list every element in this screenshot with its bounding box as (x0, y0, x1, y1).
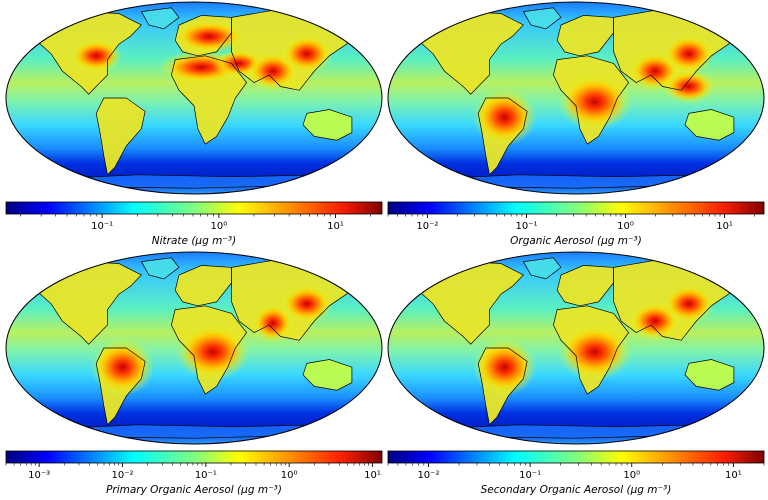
colorbar-tick-label: 10⁻¹ (195, 470, 217, 481)
coastline-north-america (410, 11, 524, 95)
colorbar-nitrate: 10⁻¹ 10⁰ 10¹ Nitrate (μg m⁻³) (5, 201, 383, 247)
coastline-greenland (522, 7, 562, 30)
land-haze-europe (175, 265, 232, 306)
hotspot (482, 348, 528, 387)
colorbar-tick-label: 10⁰ (617, 221, 634, 232)
coastline-south-america (95, 347, 146, 426)
hotspot (100, 348, 146, 387)
hotspot (670, 40, 708, 68)
colorbar-primary-organic-aerosol: 10⁻³ 10⁻² 10⁻¹ 10⁰ 10¹ Primary Organic Aeroso… (5, 450, 383, 496)
coastline-australia (684, 359, 735, 391)
coastline-south-america (477, 347, 528, 426)
land-haze-europe (557, 265, 614, 306)
land-haze-europe (557, 15, 614, 56)
colorbar-label: Organic Aerosol (μg m⁻³) (510, 235, 642, 247)
hotspot (482, 98, 528, 137)
colorbar-tick-label: 10¹ (364, 470, 381, 481)
land-haze-south-america (96, 98, 146, 175)
colorbar-tick-label: 10¹ (725, 470, 742, 481)
hotspot (182, 25, 236, 49)
land-fill-australia (685, 359, 734, 391)
coastline-greenland (140, 257, 180, 280)
land-fill-australia (303, 109, 352, 141)
hotspot (568, 332, 622, 372)
coastline-europe (174, 265, 232, 307)
coastline-greenland (522, 257, 562, 280)
map-field (6, 2, 382, 194)
land-fill-greenland (523, 7, 561, 29)
land-fill-antarctica (433, 424, 719, 439)
coastline-europe (556, 265, 614, 307)
colorbar-tick-label: 10⁻² (111, 470, 133, 481)
hotspot (288, 290, 326, 318)
land-fill-greenland (141, 7, 179, 29)
colorbar-gradient (5, 450, 383, 464)
colorbar-organic-aerosol: 10⁻² 10⁻¹ 10⁰ 10¹ Organic Aerosol (μg m⁻³) (387, 201, 765, 247)
land-fill-antarctica (433, 174, 719, 189)
colorbar-tick-label: 10⁰ (281, 470, 298, 481)
map-border (5, 1, 383, 195)
colorbar-gradient (387, 450, 765, 464)
land-fill-antarctica (51, 424, 337, 439)
land-fill-antarctica (51, 174, 337, 189)
map-border (387, 251, 765, 445)
colorbar-label: Primary Organic Aerosol (μg m⁻³) (106, 484, 282, 496)
hotspot (568, 82, 622, 122)
map-panel-secondary-organic-aerosol (387, 251, 765, 445)
colorbar-secondary-organic-aerosol: 10⁻² 10⁻¹ 10⁰ 10¹ Secondary Organic Aerosol … (387, 450, 765, 496)
coastline-africa (553, 305, 630, 395)
map-panel-organic-aerosol (387, 1, 765, 195)
land-fill-greenland (141, 257, 179, 279)
coastline-north-america (410, 261, 524, 345)
map-field (6, 252, 382, 444)
land-fill-australia (685, 109, 734, 141)
hotspot (288, 40, 326, 68)
coastline-north-america (28, 261, 142, 345)
coastline-greenland (140, 7, 180, 30)
hotspot (257, 309, 288, 337)
map-field (388, 252, 764, 444)
map-border (5, 251, 383, 445)
colorbar-tick-label: 10⁻¹ (519, 470, 541, 481)
coastline-north-america (28, 11, 142, 95)
colorbar-tick-label: 10⁰ (623, 470, 640, 481)
colorbar-tick-label: 10⁰ (210, 221, 227, 232)
map-field (388, 2, 764, 194)
coastline-africa (553, 55, 630, 145)
colorbar-gradient (387, 201, 765, 215)
coastline-europe (556, 15, 614, 57)
hotspot (77, 44, 116, 68)
colorbar-tick-label: 10¹ (327, 221, 344, 232)
coastline-africa (171, 55, 248, 145)
colorbar-gradient (5, 201, 383, 215)
hotspot (186, 332, 240, 372)
coastline-australia (684, 109, 735, 141)
colorbar-tick-label: 10⁻¹ (91, 221, 113, 232)
colorbar-tick-label: 10⁻¹ (515, 221, 537, 232)
map-panel-nitrate (5, 1, 383, 195)
coastline-africa (171, 305, 248, 395)
colorbar-tick-label: 10⁻² (416, 221, 438, 232)
colorbar-tick-label: 10⁻² (417, 470, 439, 481)
map-border (387, 1, 765, 195)
land-fill-greenland (523, 257, 561, 279)
coastline-south-america (477, 97, 528, 176)
colorbar-tick-label: 10¹ (716, 221, 733, 232)
coastline-australia (302, 359, 353, 391)
colorbar-tick-label: 10⁻³ (28, 470, 50, 481)
land-fill-australia (303, 359, 352, 391)
colorbar-label: Nitrate (μg m⁻³) (152, 235, 236, 247)
hotspot (670, 74, 708, 99)
colorbar-label: Secondary Organic Aerosol (μg m⁻³) (481, 484, 672, 496)
coastline-europe (174, 15, 232, 57)
map-panel-primary-organic-aerosol (5, 251, 383, 445)
coastline-south-america (95, 97, 146, 176)
coastline-australia (302, 109, 353, 141)
hotspot (670, 290, 708, 318)
